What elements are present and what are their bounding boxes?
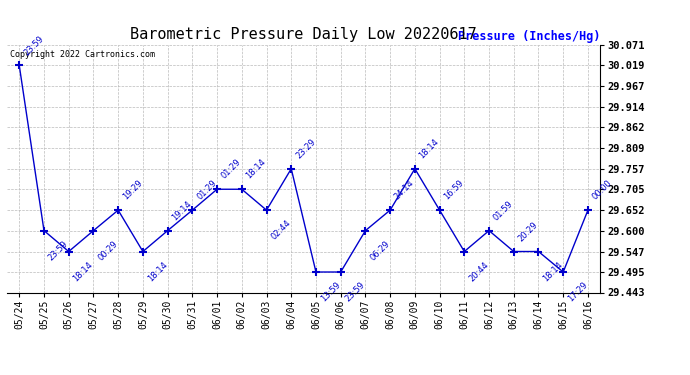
Text: 19:14: 19:14 (170, 199, 194, 222)
Text: Copyright 2022 Cartronics.com: Copyright 2022 Cartronics.com (10, 50, 155, 59)
Text: 16:59: 16:59 (442, 178, 466, 202)
Text: 23:59: 23:59 (344, 280, 366, 304)
Text: 00:29: 00:29 (96, 239, 119, 262)
Text: Pressure (Inches/Hg): Pressure (Inches/Hg) (457, 30, 600, 42)
Text: 00:00: 00:00 (591, 178, 614, 202)
Text: 01:29: 01:29 (195, 178, 218, 202)
Text: 23:59: 23:59 (22, 34, 46, 57)
Text: 13:59: 13:59 (319, 280, 342, 304)
Text: 01:59: 01:59 (492, 199, 515, 222)
Text: 23:29: 23:29 (294, 137, 317, 160)
Text: 18:14: 18:14 (417, 137, 441, 160)
Text: 01:29: 01:29 (220, 158, 243, 181)
Text: 02:44: 02:44 (269, 219, 293, 242)
Text: 24:14: 24:14 (393, 178, 416, 202)
Text: 20:29: 20:29 (517, 220, 540, 243)
Title: Barometric Pressure Daily Low 20220617: Barometric Pressure Daily Low 20220617 (130, 27, 477, 42)
Text: 18:14: 18:14 (244, 158, 268, 181)
Text: 17:29: 17:29 (566, 280, 589, 304)
Text: 23:59: 23:59 (47, 239, 70, 262)
Text: 20:44: 20:44 (467, 260, 491, 283)
Text: 18:14: 18:14 (541, 260, 564, 283)
Text: 19:29: 19:29 (121, 178, 144, 202)
Text: 18:14: 18:14 (72, 260, 95, 283)
Text: 18:14: 18:14 (146, 260, 169, 283)
Text: 06:29: 06:29 (368, 239, 391, 262)
